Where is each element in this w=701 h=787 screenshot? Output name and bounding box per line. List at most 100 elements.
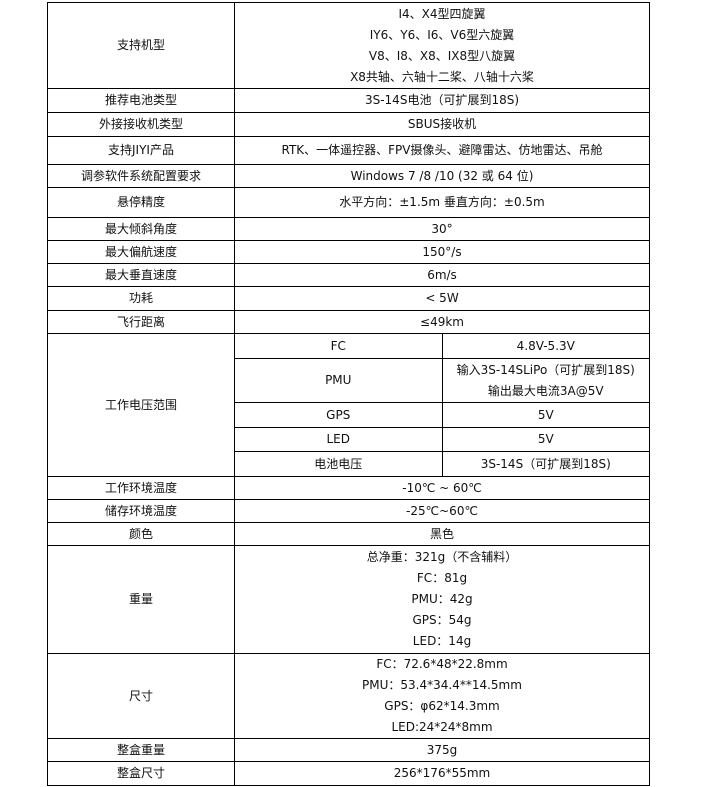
- spec-value: 4.8V-5.3V: [441, 333, 650, 359]
- spec-label: 支持机型: [47, 2, 235, 89]
- table-row: 悬停精度 水平方向：±1.5m 垂直方向：±0.5m: [47, 187, 650, 218]
- value-line: GPS：φ62*14.3mm: [384, 699, 500, 713]
- sub-spec-label: GPS: [234, 402, 443, 428]
- table-row: 推荐电池类型 3S-14S电池（可扩展到18S): [47, 88, 650, 113]
- spec-value: 6m/s: [234, 263, 650, 287]
- value-line: GPS：54g: [412, 613, 472, 627]
- spec-value: 5V: [441, 427, 650, 452]
- spec-label: 调参软件系统配置要求: [47, 164, 235, 188]
- spec-label: 工作电压范围: [47, 333, 235, 477]
- spec-value: 375g: [234, 738, 650, 762]
- value-line: 黑色: [429, 526, 454, 541]
- spec-value: SBUS接收机: [234, 112, 650, 137]
- value-line: 4.8V-5.3V: [516, 338, 575, 353]
- spec-value: 输入3S-14SLiPo（可扩展到18S) 输出最大电流3A@5V: [441, 358, 650, 403]
- value-line: PMU：53.4*34.4**14.5mm: [362, 678, 522, 692]
- value-line: ≤49km: [420, 314, 464, 329]
- value-line: 3S-14S电池（可扩展到18S): [364, 93, 520, 107]
- value-line: 150°/s: [422, 244, 462, 259]
- value-line: FC：72.6*48*22.8mm: [376, 657, 508, 671]
- spec-label: 颜色: [47, 522, 235, 546]
- value-line: LED：14g: [412, 634, 472, 648]
- spec-value: ≤49km: [234, 310, 650, 334]
- value-line: Windows 7 /8 /10 (32 或 64 位): [350, 168, 534, 183]
- spec-value: -10℃ ~ 60℃: [234, 476, 650, 500]
- table-row: 最大偏航速度 150°/s: [47, 240, 650, 264]
- spec-value: I4、X4型四旋翼 IY6、Y6、I6、V6型六旋翼 V8、I8、X8、IX8型八旋…: [234, 2, 650, 89]
- value-line: 输出最大电流3A@5V: [487, 383, 604, 398]
- table-row: PMU 输入3S-14SLiPo（可扩展到18S) 输出最大电流3A@5V: [48, 358, 650, 403]
- spec-value: 256*176*55mm: [234, 761, 650, 786]
- table-row: 飞行距离 ≤49km: [47, 310, 650, 334]
- spec-label: 最大倾斜角度: [47, 217, 235, 241]
- value-line: 375g: [426, 742, 458, 757]
- table-row: 电池电压 3S-14S（可扩展到18S): [48, 451, 650, 477]
- value-line: IY6、Y6、I6、V6型六旋翼: [369, 27, 515, 42]
- value-line: 3S-14S（可扩展到18S): [480, 456, 611, 471]
- table-row: 尺寸 FC：72.6*48*22.8mm PMU：53.4*34.4**14.5mm…: [47, 653, 650, 739]
- table-row: 重量 总净重：321g（不含辅料） FC：81g PMU：42g GPS：54g LED：…: [47, 545, 650, 654]
- spec-label: 支持JIYI产品: [47, 136, 235, 165]
- spec-value: < 5W: [234, 286, 650, 311]
- spec-value: 总净重：321g（不含辅料） FC：81g PMU：42g GPS：54g LED：14…: [234, 545, 650, 654]
- spec-value: 3S-14S电池（可扩展到18S): [234, 88, 650, 113]
- value-line: LED:24*24*8mm: [391, 720, 493, 734]
- spec-value: 3S-14S（可扩展到18S): [441, 451, 650, 477]
- spec-label: 储存环境温度: [47, 499, 235, 523]
- value-line: 5V: [537, 432, 554, 446]
- value-line: I4、X4型四旋翼: [398, 6, 486, 21]
- value-line: -10℃ ~ 60℃: [402, 480, 482, 495]
- spec-label: 推荐电池类型: [47, 88, 235, 113]
- spec-value: 5V: [441, 402, 650, 428]
- table-row: 调参软件系统配置要求 Windows 7 /8 /10 (32 或 64 位): [47, 164, 650, 188]
- table-row: 最大垂直速度 6m/s: [47, 263, 650, 287]
- spec-label: 工作环境温度: [47, 476, 235, 500]
- value-line: FC：81g: [416, 571, 468, 585]
- spec-value: 水平方向：±1.5m 垂直方向：±0.5m: [234, 187, 650, 218]
- value-line: 水平方向：±1.5m 垂直方向：±0.5m: [339, 195, 545, 209]
- value-line: PMU：42g: [411, 592, 473, 606]
- table-row: 整盒重量 375g: [47, 738, 650, 762]
- spec-value: FC：72.6*48*22.8mm PMU：53.4*34.4**14.5mm GP…: [234, 653, 650, 739]
- spec-value: -25℃~60℃: [234, 499, 650, 523]
- table-row: 支持JIYI产品 RTK、一体遥控器、FPV摄像头、避障雷达、仿地雷达、吊舱: [47, 136, 650, 165]
- value-line: SBUS接收机: [407, 117, 477, 131]
- table-row: 最大倾斜角度 30°: [47, 217, 650, 241]
- table-row: 工作电压范围 FC 4.8V-5.3V: [47, 333, 650, 477]
- spec-value: 150°/s: [234, 240, 650, 264]
- sub-spec-label: LED: [234, 427, 443, 452]
- value-line: 30°: [431, 221, 453, 236]
- spec-value: RTK、一体遥控器、FPV摄像头、避障雷达、仿地雷达、吊舱: [234, 136, 650, 165]
- value-line: 5V: [537, 407, 554, 422]
- value-line: 6m/s: [427, 267, 457, 282]
- value-line: RTK、一体遥控器、FPV摄像头、避障雷达、仿地雷达、吊舱: [281, 143, 603, 157]
- spec-label: 功耗: [47, 286, 235, 311]
- value-line: 总净重：321g（不含辅料）: [366, 550, 518, 564]
- value-line: 256*176*55mm: [393, 766, 491, 780]
- spec-value: 黑色: [234, 522, 650, 546]
- spec-label: 最大偏航速度: [47, 240, 235, 264]
- spec-label: 整盒重量: [47, 738, 235, 762]
- table-row: 工作环境温度 -10℃ ~ 60℃: [47, 476, 650, 500]
- spec-table: 支持机型 I4、X4型四旋翼 IY6、Y6、I6、V6型六旋翼 V8、I8、X8、IX…: [47, 2, 650, 786]
- sub-spec-label: FC: [234, 333, 443, 359]
- sub-spec-label: PMU: [234, 358, 443, 403]
- value-line: X8共轴、六轴十二桨、八轴十六桨: [350, 69, 534, 84]
- spec-value: Windows 7 /8 /10 (32 或 64 位): [234, 164, 650, 188]
- spec-label: 外接接收机类型: [47, 112, 235, 137]
- table-row: 外接接收机类型 SBUS接收机: [47, 112, 650, 137]
- value-line: < 5W: [425, 291, 459, 305]
- sub-spec-label: 电池电压: [234, 451, 443, 477]
- spec-label: 最大垂直速度: [47, 263, 235, 287]
- table-row: 颜色 黑色: [47, 522, 650, 546]
- value-line: -25℃~60℃: [406, 503, 478, 518]
- table-row: GPS 5V: [48, 402, 650, 428]
- table-row: 储存环境温度 -25℃~60℃: [47, 499, 650, 523]
- spec-label: 重量: [47, 545, 235, 654]
- spec-value: 30°: [234, 217, 650, 241]
- table-row: 整盒尺寸 256*176*55mm: [47, 761, 650, 786]
- spec-label: 悬停精度: [47, 187, 235, 218]
- spec-label: 尺寸: [47, 653, 235, 739]
- value-line: 输入3S-14SLiPo（可扩展到18S): [456, 362, 635, 377]
- spec-label: 飞行距离: [47, 310, 235, 334]
